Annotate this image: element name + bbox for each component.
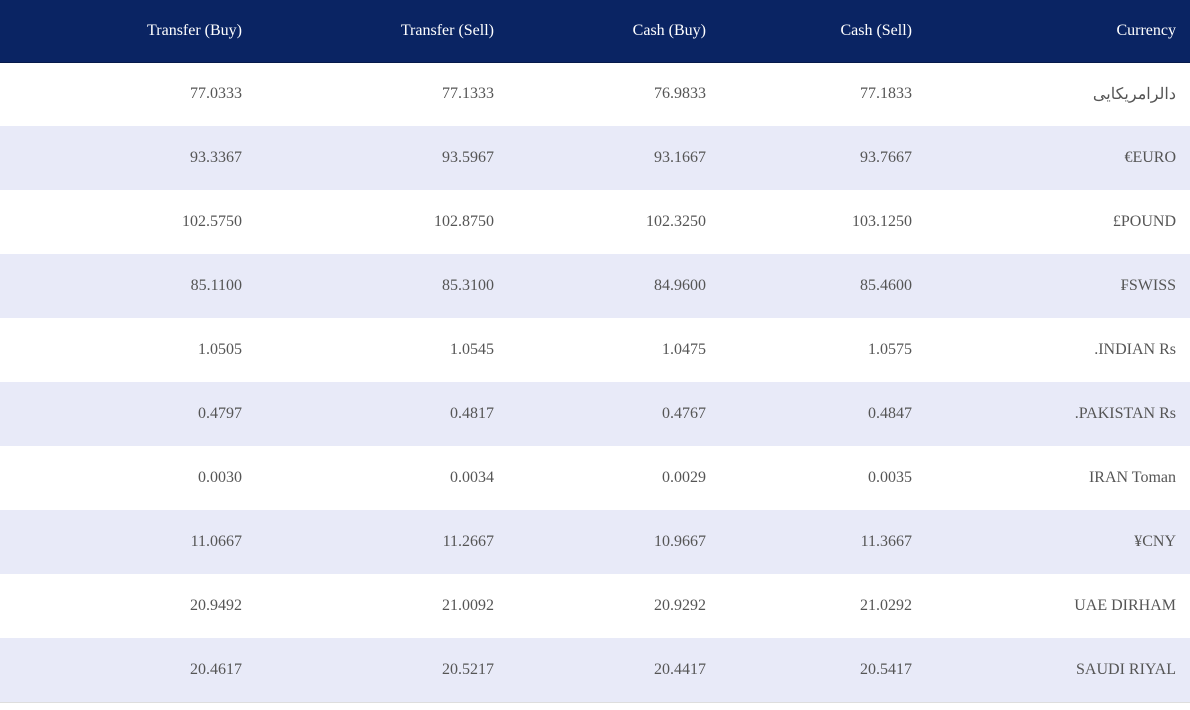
- rate-cell: 20.5417: [860, 660, 912, 678]
- rate-cell: 21.0092: [442, 597, 494, 614]
- column-header: Currency: [926, 0, 1190, 63]
- rate-cell: 102.5750: [182, 213, 242, 230]
- rate-cell: 10.9667: [654, 533, 706, 550]
- rate-cell: 76.9833: [654, 85, 706, 103]
- rate-cell: 1.0475: [662, 341, 706, 358]
- rate-cell: 93.5967: [442, 149, 494, 166]
- table-header: Transfer (Buy) Transfer (Sell) Cash (Buy) C…: [0, 0, 1190, 63]
- rate-cell: 85.1100: [190, 277, 242, 294]
- rate-cell: 93.3367: [190, 149, 242, 166]
- rate-cell: 0.4797: [198, 405, 242, 422]
- rate-cell: 93.7667: [860, 149, 912, 166]
- currency-name: ¥CNY: [1134, 533, 1176, 550]
- rate-cell: 102.8750: [434, 213, 494, 230]
- rate-cell: 103.1250: [852, 213, 912, 230]
- rate-cell: 93.1667: [654, 149, 706, 166]
- table-body: 77.0333 77.1333 76.9833 77.1833 دالرامريكايى…: [0, 62, 1190, 702]
- currency-name: UAE DIRHAM: [1074, 597, 1176, 614]
- currency-name: .PAKISTAN Rs: [1074, 405, 1176, 422]
- rate-cell: 11.0667: [190, 533, 242, 550]
- rate-cell: 0.0030: [198, 469, 242, 486]
- rate-row: 0.0030 0.0034 0.0029 0.0035 IRAN Toman: [0, 446, 1190, 510]
- rate-cell: 20.4417: [654, 660, 706, 678]
- currency-name: ₣SWISS: [1120, 277, 1176, 294]
- column-header: Transfer (Sell): [256, 0, 508, 63]
- rate-cell: 77.1333: [442, 85, 494, 103]
- rate-cell: 21.0292: [860, 597, 912, 614]
- rate-cell: 20.9292: [654, 597, 706, 614]
- rate-cell: 85.4600: [860, 277, 912, 294]
- rate-row: 20.4617 20.5217 20.4417 20.5417 SAUDI RIYAL: [0, 638, 1190, 702]
- rate-cell: 11.3667: [860, 533, 912, 550]
- currency-name: IRAN Toman: [1088, 469, 1176, 486]
- rate-cell: 0.0035: [868, 469, 912, 486]
- rate-row: 77.0333 77.1333 76.9833 77.1833 دالرامريكايى: [0, 62, 1190, 126]
- column-header: Cash (Sell): [720, 0, 926, 63]
- rate-cell: 0.0029: [662, 469, 706, 486]
- rate-cell: 102.3250: [646, 213, 706, 230]
- rate-cell: 77.0333: [190, 85, 242, 103]
- currency-name: £POUND: [1112, 213, 1176, 230]
- rate-row: 93.3367 93.5967 93.1667 93.7667 €EURO: [0, 126, 1190, 190]
- rate-cell: 0.4847: [868, 405, 912, 422]
- rate-row: 0.4797 0.4817 0.4767 0.4847 .PAKISTAN Rs: [0, 382, 1190, 446]
- header-row: Transfer (Buy) Transfer (Sell) Cash (Buy) C…: [0, 0, 1190, 63]
- rate-cell: 85.3100: [442, 277, 494, 294]
- column-header: Cash (Buy): [508, 0, 720, 63]
- rate-row: 102.5750 102.8750 102.3250 103.1250 £POUND: [0, 190, 1190, 254]
- currency-name: SAUDI RIYAL: [1076, 660, 1176, 678]
- rate-cell: 84.9600: [654, 277, 706, 294]
- rate-cell: 77.1833: [860, 85, 912, 103]
- rate-row: 20.9492 21.0092 20.9292 21.0292 UAE DIRHAM: [0, 574, 1190, 638]
- rate-cell: 1.0505: [198, 341, 242, 358]
- rate-row: 85.1100 85.3100 84.9600 85.4600 ₣SWISS: [0, 254, 1190, 318]
- currency-name: .INDIAN Rs: [1094, 341, 1176, 358]
- currency-name: دالرامريكايى: [1092, 86, 1176, 104]
- column-header: Transfer (Buy): [0, 0, 256, 63]
- rate-cell: 0.4767: [662, 405, 706, 422]
- rate-cell: 20.9492: [190, 597, 242, 614]
- rate-cell: 20.5217: [442, 660, 494, 678]
- currency-name: €EURO: [1124, 149, 1176, 166]
- rate-cell: 0.0034: [450, 469, 494, 486]
- rate-cell: 1.0575: [868, 341, 912, 358]
- rate-row: 11.0667 11.2667 10.9667 11.3667 ¥CNY: [0, 510, 1190, 574]
- rate-cell: 11.2667: [442, 533, 494, 550]
- rate-cell: 20.4617: [190, 660, 242, 678]
- rate-row: 1.0505 1.0545 1.0475 1.0575 .INDIAN Rs: [0, 318, 1190, 382]
- rate-cell: 1.0545: [450, 341, 494, 358]
- rate-cell: 0.4817: [450, 405, 494, 422]
